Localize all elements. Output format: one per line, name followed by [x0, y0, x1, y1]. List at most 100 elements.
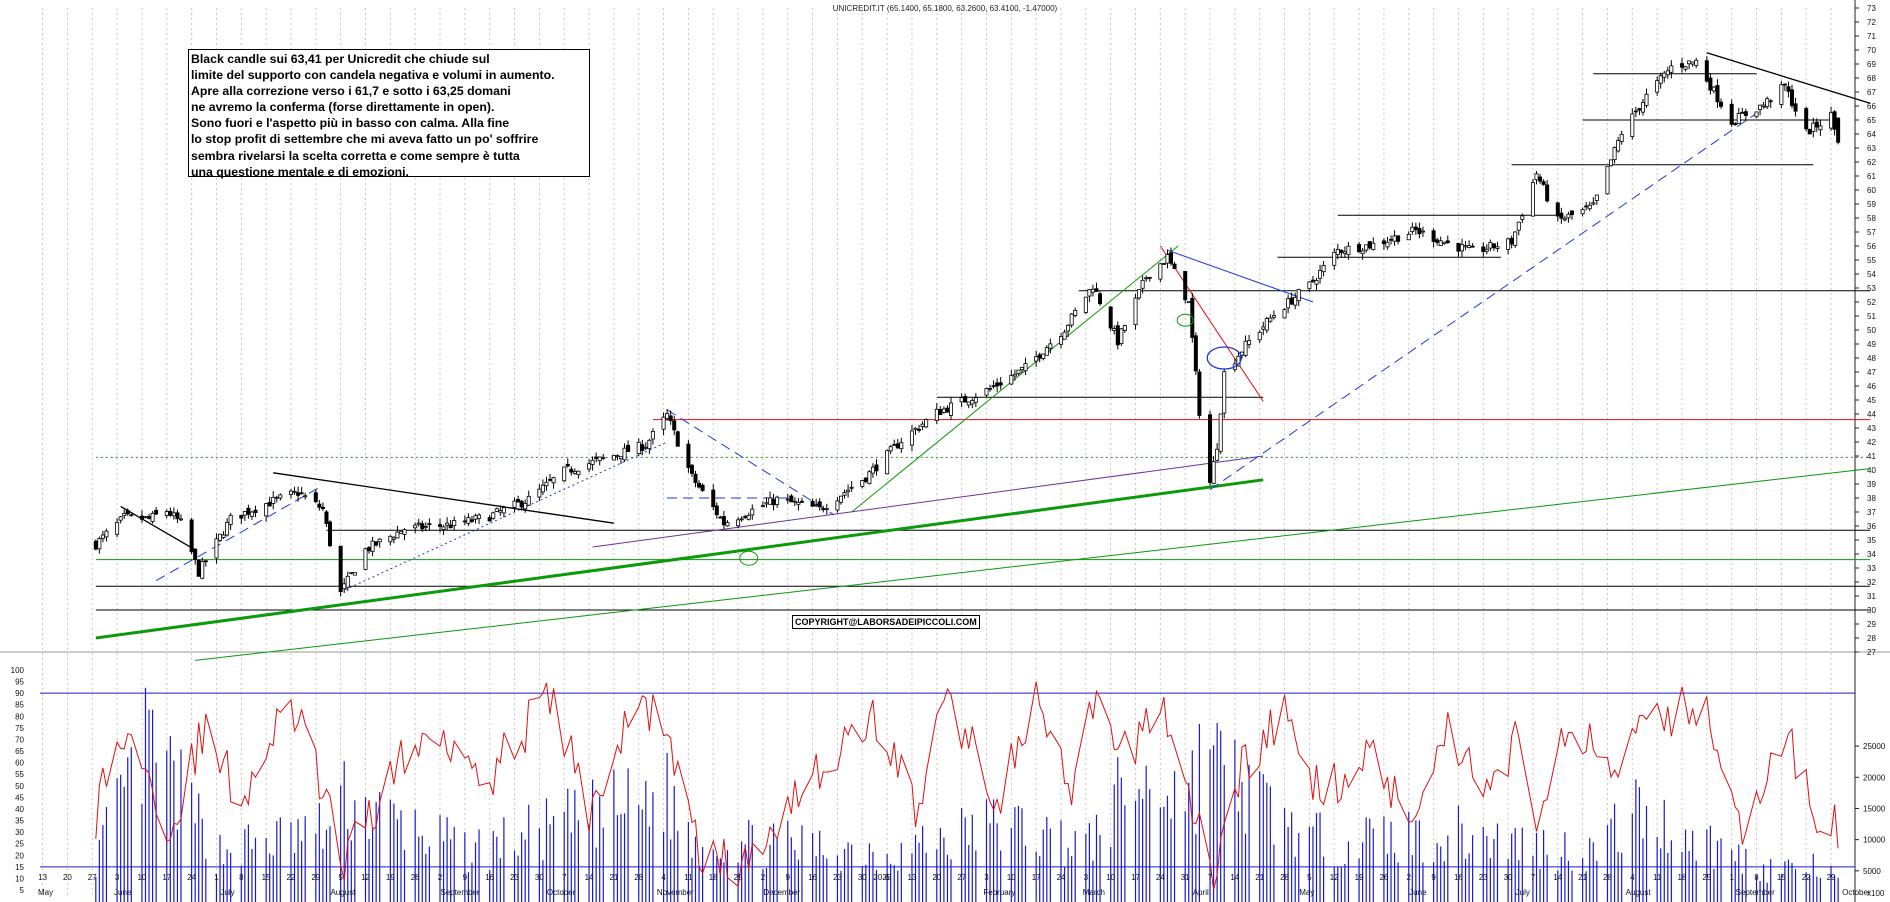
candle-body [1711, 86, 1716, 92]
x-month-label: August [330, 888, 356, 897]
x-day-label: 21 [1255, 873, 1264, 882]
price-tick-label: 53 [1867, 284, 1876, 293]
note-line: ne avremo la conferma (forse direttament… [191, 100, 495, 115]
candle-body [189, 519, 194, 553]
x-day-label: 2 [438, 873, 443, 882]
candle-body [1594, 194, 1599, 201]
candle-body [1719, 101, 1724, 107]
candle-body [487, 517, 492, 522]
price-tick-label: 37 [1867, 508, 1876, 517]
oscillator-tick-label: 50 [15, 782, 24, 791]
candle-body [1538, 176, 1543, 182]
candle-body [743, 516, 748, 518]
candle-body [288, 490, 293, 495]
x-day-label: 1 [214, 873, 219, 882]
candle-body [668, 415, 673, 422]
candle-body [342, 583, 347, 590]
candle-body [1169, 252, 1174, 264]
candle-body [1456, 242, 1461, 252]
price-tick-label: 33 [1867, 564, 1876, 573]
candle-body [438, 524, 443, 527]
candle-body [1715, 85, 1720, 103]
x-month-label: December [763, 888, 800, 897]
candle-body [835, 500, 840, 511]
candle-body [697, 482, 702, 488]
candle-body [1389, 238, 1394, 241]
candle-body [966, 401, 971, 406]
x-day-label: 20 [932, 873, 941, 882]
x-day-label: 26 [1379, 873, 1388, 882]
candle-body [1470, 245, 1475, 248]
price-tick-label: 28 [1867, 634, 1876, 643]
candle-body [391, 537, 396, 540]
volume-tick-label: 10000 [1863, 836, 1886, 845]
x-month-label: November [657, 888, 694, 897]
candle-body [569, 468, 574, 473]
volume-tick-label: 25000 [1863, 742, 1886, 751]
note-line: lo stop profit di settembre che mi aveva… [191, 132, 539, 147]
candle-body [1740, 111, 1745, 114]
candle-body [168, 510, 173, 516]
note-line: Apre alla correzione verso i 61,7 e sott… [191, 84, 511, 99]
price-tick-label: 51 [1867, 312, 1876, 321]
price-tick-label: 59 [1867, 200, 1876, 209]
candle-body [1332, 251, 1337, 266]
x-day-label: 7 [1531, 873, 1536, 882]
candle-body [860, 480, 865, 487]
candle-body [565, 463, 570, 467]
candle-body [1122, 325, 1127, 331]
candle-body [1644, 93, 1649, 106]
candle-body [888, 446, 893, 452]
candle-body [1619, 133, 1624, 142]
candle-body [995, 382, 1000, 387]
x-day-label: 25 [1702, 873, 1711, 882]
x-month-label: September [440, 888, 479, 897]
candle-body [501, 507, 506, 514]
oscillator-tick-label: 10 [15, 874, 24, 883]
candle-body [320, 506, 325, 509]
candle-body [1506, 238, 1511, 250]
oscillator-tick-label: 20 [15, 851, 24, 860]
price-tick-label: 49 [1867, 340, 1876, 349]
candle-body [225, 522, 230, 536]
x-day-label: 23 [1479, 873, 1488, 882]
trend-line [195, 468, 1871, 661]
candle-body [1282, 309, 1287, 319]
candle-body [1392, 235, 1397, 242]
candle-body [1037, 354, 1042, 359]
candle-body [1208, 414, 1213, 483]
candle-body [711, 489, 716, 508]
candle-body [1566, 213, 1571, 219]
candle-body [849, 486, 854, 489]
candle-body [775, 496, 780, 505]
price-tick-label: 62 [1867, 158, 1876, 167]
x-day-label: 16 [1454, 873, 1463, 882]
candle-body [810, 500, 815, 507]
x-day-label: 23 [833, 873, 842, 882]
price-tick-label: 41 [1867, 452, 1876, 461]
x-day-label: 19 [386, 873, 395, 882]
x-month-label: September [1736, 888, 1775, 897]
candle-body [370, 540, 375, 552]
candle-body [462, 520, 467, 523]
candle-body [867, 471, 872, 484]
candle-body [817, 501, 822, 508]
candle-body [363, 548, 368, 570]
candle-body [203, 560, 208, 563]
price-tick-label: 36 [1867, 522, 1876, 531]
candle-body [938, 409, 943, 416]
candle-body [792, 500, 797, 503]
candle-body [299, 492, 304, 495]
price-tick-label: 58 [1867, 214, 1876, 223]
candle-body [1310, 279, 1315, 282]
candle-body [594, 456, 599, 459]
x-day-label: 12 [361, 873, 370, 882]
x-day-label: 17 [1131, 873, 1140, 882]
candle-body [1243, 340, 1248, 356]
candle-body [799, 500, 804, 503]
candle-body [278, 494, 283, 499]
x-day-label: 30 [535, 873, 544, 882]
candle-body [941, 408, 946, 413]
candle-body [118, 516, 123, 521]
price-tick-label: 68 [1867, 74, 1876, 83]
